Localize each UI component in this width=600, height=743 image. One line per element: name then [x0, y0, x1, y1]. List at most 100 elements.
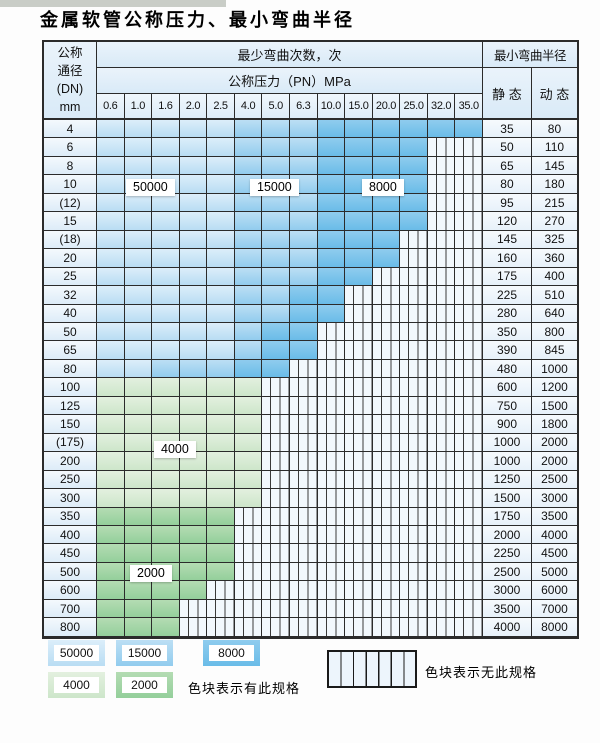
pressure-cell [234, 212, 263, 231]
pressure-value-header: 4.0 [234, 94, 263, 120]
pressure-cell [345, 618, 373, 637]
legend-swatch-15000: 15000 [116, 640, 173, 666]
pressure-cell [372, 341, 401, 360]
dynamic-radius-cell: 80 [531, 120, 577, 139]
pressure-cell [317, 304, 346, 323]
dn-cell: 25 [44, 267, 97, 287]
static-radius-cell: 80 [482, 175, 532, 194]
pressure-cell [400, 359, 428, 379]
dynamic-radius-cell: 145 [531, 156, 577, 176]
dn-cell: 150 [44, 415, 97, 434]
pressure-cell [317, 175, 346, 194]
pressure-cell [427, 322, 456, 342]
pressure-cell [124, 286, 153, 305]
pressure-cell [124, 415, 153, 434]
pressure-cell [400, 249, 428, 268]
static-radius-cell: 175 [482, 267, 532, 287]
pressure-cell [289, 322, 318, 342]
static-radius-cell: 2500 [482, 562, 532, 582]
pressure-cell [427, 359, 456, 379]
dynamic-radius-cell: 2500 [531, 470, 577, 490]
pressure-cell [207, 562, 235, 582]
static-radius-cell: 480 [482, 359, 532, 379]
pressure-cell [262, 286, 290, 305]
pressure-cell [97, 452, 125, 471]
dynamic-radius-cell: 2000 [531, 433, 577, 453]
pressure-cell [455, 470, 483, 490]
pressure-cell [400, 322, 428, 342]
pressure-cell [372, 359, 401, 379]
pressure-cell [124, 193, 153, 213]
dynamic-radius-cell: 7000 [531, 599, 577, 619]
pressure-cell [262, 378, 290, 397]
pressure-cell [289, 433, 318, 453]
pressure-cell [262, 249, 290, 268]
pressure-cell [207, 415, 235, 434]
static-radius-cell: 1500 [482, 489, 532, 508]
pressure-cell [400, 286, 428, 305]
pressure-cell [427, 212, 456, 231]
dynamic-radius-cell: 640 [531, 304, 577, 323]
pressure-cell [262, 599, 290, 619]
pressure-cell [345, 156, 373, 176]
pressure-cell [179, 359, 208, 379]
pressure-value-header: 2.0 [179, 94, 208, 120]
pressure-cell [207, 138, 235, 157]
pressure-cell [400, 175, 428, 194]
pressure-cell [317, 581, 346, 600]
pressure-cell [427, 396, 456, 416]
pressure-cell [97, 212, 125, 231]
pressure-cell [234, 359, 263, 379]
pressure-cell [427, 304, 456, 323]
pressure-cell [97, 544, 125, 563]
pressure-cell [372, 599, 401, 619]
pressure-cell [97, 286, 125, 305]
pressure-cell [152, 230, 180, 250]
pressure-cell [455, 212, 483, 231]
pressure-cell [400, 138, 428, 157]
pressure-cell [289, 507, 318, 526]
pressure-value-header: 10.0 [317, 94, 346, 120]
dynamic-radius-cell: 2000 [531, 452, 577, 471]
pressure-cell [179, 489, 208, 508]
dn-cell: 65 [44, 341, 97, 360]
pressure-cell [427, 507, 456, 526]
pressure-cell [234, 433, 263, 453]
pressure-cell [207, 452, 235, 471]
pressure-cell [427, 544, 456, 563]
dynamic-radius-cell: 800 [531, 322, 577, 342]
pressure-cell [152, 267, 180, 287]
pressure-cell [234, 452, 263, 471]
pressure-cell [124, 599, 153, 619]
pressure-cell [179, 175, 208, 194]
dynamic-radius-cell: 325 [531, 230, 577, 250]
pressure-cell [234, 544, 263, 563]
pressure-cell [207, 507, 235, 526]
pressure-cell [400, 193, 428, 213]
pressure-value-header: 5.0 [262, 94, 290, 120]
dn-cell: 350 [44, 507, 97, 526]
pressure-cell [152, 322, 180, 342]
pressure-cell [427, 489, 456, 508]
pressure-cell [427, 470, 456, 490]
legend-swatch-value: 4000 [54, 677, 99, 693]
pressure-cell [455, 507, 483, 526]
pressure-cell [289, 599, 318, 619]
pressure-cell [152, 618, 180, 637]
pressure-cell [345, 341, 373, 360]
pressure-cell [345, 249, 373, 268]
static-radius-cell: 750 [482, 396, 532, 416]
pressure-cell [427, 193, 456, 213]
pressure-cell [345, 544, 373, 563]
pressure-cell [234, 396, 263, 416]
pressure-cell [345, 470, 373, 490]
pressure-cell [345, 138, 373, 157]
pressure-cell [345, 452, 373, 471]
pressure-cell [400, 120, 428, 139]
pressure-cell [372, 525, 401, 545]
pressure-cell [455, 120, 483, 139]
pressure-cell [152, 507, 180, 526]
dynamic-radius-cell: 845 [531, 341, 577, 360]
pressure-cell [289, 544, 318, 563]
pressure-cell [289, 618, 318, 637]
